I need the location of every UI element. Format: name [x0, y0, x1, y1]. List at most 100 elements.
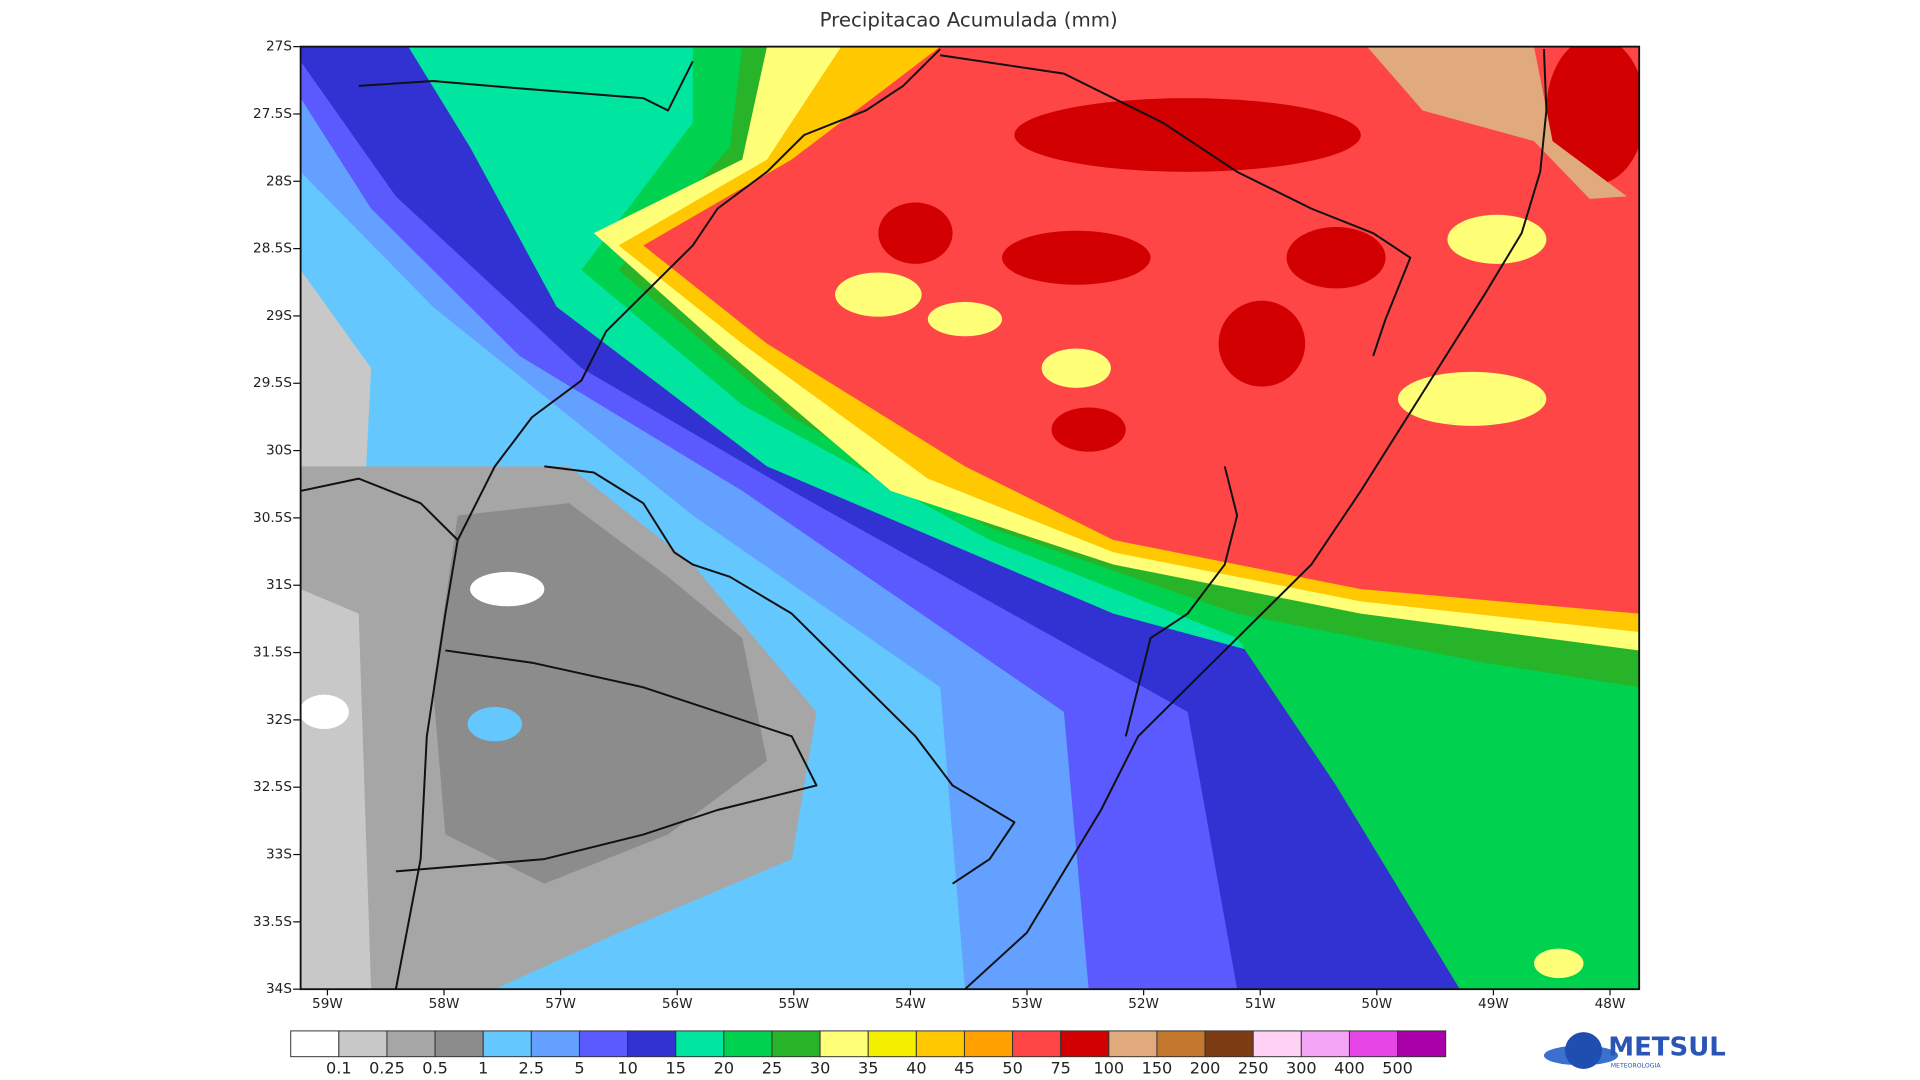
colorbar-box	[1156, 1030, 1206, 1058]
colorbar-box	[1252, 1030, 1302, 1058]
x-tick-label: 55W	[778, 996, 809, 1012]
field	[470, 571, 545, 607]
border	[394, 48, 941, 990]
colorbar-box	[578, 1030, 629, 1058]
colorbar-box	[1108, 1030, 1158, 1058]
border	[395, 649, 818, 873]
field	[835, 272, 922, 317]
field	[1051, 407, 1126, 452]
precip-field	[300, 46, 1640, 990]
x-tick-label: 51W	[1245, 996, 1276, 1012]
lagoon	[1124, 466, 1239, 737]
colorbar-box	[1012, 1030, 1062, 1058]
y-tick-label: 27S	[266, 39, 292, 55]
logo-name: METSUL	[1608, 1033, 1726, 1063]
y-tick-label: 27.5S	[253, 106, 292, 122]
colorbar-label: 5	[574, 1058, 584, 1077]
field	[300, 694, 349, 729]
colorbar-box	[290, 1030, 340, 1058]
map-title: Precipitacao Acumulada (mm)	[820, 8, 1118, 31]
colorbar-box	[1348, 1030, 1399, 1058]
colorbar-label: 75	[1050, 1058, 1070, 1077]
x-tick-label: 52W	[1128, 996, 1159, 1012]
field	[1218, 300, 1306, 387]
y-tick-label: 31.5S	[253, 645, 292, 661]
field	[1014, 98, 1361, 172]
colorbar-box	[723, 1030, 773, 1058]
colorbar-box	[915, 1030, 965, 1058]
y-tick-label: 28.5S	[253, 241, 292, 257]
colorbar-label: 15	[665, 1058, 685, 1077]
borders	[300, 48, 1548, 990]
colorbar-box	[1060, 1030, 1110, 1058]
x-tick-label: 53W	[1012, 996, 1043, 1012]
field	[1534, 948, 1584, 979]
border	[358, 60, 694, 112]
colorbar-label: 2.5	[519, 1058, 545, 1077]
x-tick-label: 50W	[1361, 996, 1392, 1012]
border	[940, 54, 1412, 357]
colorbar-box	[1204, 1030, 1254, 1058]
colorbar-label: 150	[1142, 1058, 1173, 1077]
colorbar-label: 250	[1238, 1058, 1269, 1077]
y-tick-label: 29S	[266, 308, 292, 324]
x-tick-label: 54W	[895, 996, 926, 1012]
colorbar-label: 50	[1002, 1058, 1022, 1077]
colorbar-box	[675, 1030, 725, 1058]
field	[1367, 46, 1627, 199]
field	[1546, 46, 1640, 185]
x-tick-label: 56W	[662, 996, 693, 1012]
colorbar-label: 100	[1093, 1058, 1124, 1077]
logo: METSUL METEOROLOGIA	[1543, 1032, 1726, 1070]
colorbar-box	[819, 1030, 869, 1058]
field	[878, 202, 953, 264]
y-tick-label: 34S	[266, 981, 292, 997]
y-tick-label: 28S	[266, 173, 292, 189]
colorbar-box	[386, 1030, 436, 1058]
y-tick-label: 32S	[266, 712, 292, 728]
x-tick-label: 57W	[545, 996, 576, 1012]
coastline	[964, 49, 1548, 990]
colorbar-box	[482, 1030, 532, 1058]
colorbar-box	[338, 1030, 388, 1058]
colorbar-label: 30	[810, 1058, 830, 1077]
colorbar-label: 40	[906, 1058, 926, 1077]
field	[1286, 227, 1386, 289]
colorbar-label: 35	[858, 1058, 878, 1077]
y-tick-label: 32.5S	[253, 779, 292, 795]
border	[544, 465, 1016, 885]
y-tick-label: 33.5S	[253, 914, 292, 930]
field	[1447, 214, 1547, 264]
field	[300, 270, 372, 990]
colorbar-box	[771, 1030, 821, 1058]
colorbar-box	[1397, 1030, 1447, 1058]
logo-globe	[1564, 1032, 1603, 1069]
colorbar-box	[530, 1030, 580, 1058]
field	[1002, 230, 1151, 285]
colorbar-label: 45	[954, 1058, 974, 1077]
x-tick-label: 58W	[429, 996, 460, 1012]
y-tick-label: 33S	[266, 847, 292, 863]
field	[927, 301, 1003, 337]
colorbar-label: 200	[1190, 1058, 1221, 1077]
colorbar-box	[434, 1030, 484, 1058]
field	[1041, 348, 1111, 388]
field	[643, 46, 1640, 614]
field	[1397, 371, 1547, 426]
colorbar-box	[963, 1030, 1014, 1058]
y-tick-label: 29.5S	[253, 375, 292, 391]
x-tick-label: 48W	[1595, 996, 1626, 1012]
field	[1496, 724, 1621, 798]
field	[467, 706, 523, 742]
colorbar-label: 300	[1286, 1058, 1317, 1077]
x-tick-label: 59W	[312, 996, 343, 1012]
colorbar-label: 0.5	[422, 1058, 448, 1077]
y-tick-label: 31S	[266, 577, 292, 593]
colorbar-label: 400	[1334, 1058, 1365, 1077]
logo-subtitle: METEOROLOGIA	[1611, 1063, 1662, 1070]
y-tick-label: 30.5S	[253, 510, 292, 526]
colorbar-label: 10	[617, 1058, 637, 1077]
colorbar-label: 25	[762, 1058, 782, 1077]
colorbar-label: 0.25	[369, 1058, 405, 1077]
